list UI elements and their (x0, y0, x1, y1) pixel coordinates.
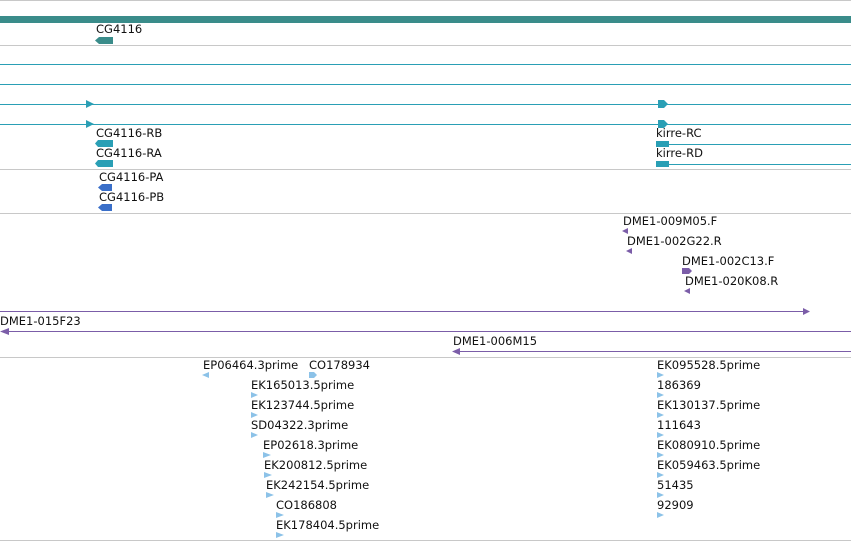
est-label[interactable]: EK200812.5prime (264, 458, 368, 472)
transcript-arrow (86, 120, 94, 128)
est-label[interactable]: EK080910.5prime (657, 438, 761, 452)
est-feature[interactable] (657, 412, 667, 419)
est-feature[interactable] (251, 392, 261, 399)
est-feature[interactable] (251, 412, 261, 419)
est-feature[interactable] (263, 452, 273, 459)
gene-label-cg4116[interactable]: CG4116 (96, 22, 143, 36)
clone-feature[interactable] (682, 268, 694, 275)
est-feature[interactable] (264, 472, 274, 479)
est-label[interactable]: SD04322.3prime (251, 418, 349, 432)
est-feature[interactable] (202, 372, 210, 379)
clone-line[interactable] (0, 311, 806, 312)
transcript-arrow (658, 100, 668, 108)
transcript-line[interactable] (0, 64, 851, 65)
est-feature[interactable] (276, 512, 286, 519)
transcript-feature[interactable] (95, 160, 115, 168)
transcript-line[interactable] (0, 104, 851, 105)
transcript-label-cg4116-rb[interactable]: CG4116-RB (96, 126, 163, 140)
transcript-line[interactable] (0, 84, 851, 85)
clone-feature[interactable] (684, 288, 692, 295)
est-label[interactable]: EP06464.3prime (203, 358, 299, 372)
transcript-line[interactable] (0, 124, 851, 125)
est-feature[interactable] (657, 372, 667, 379)
clone-line[interactable] (9, 331, 851, 332)
clone-label[interactable]: DME1-002C13.F (682, 254, 775, 268)
transcript-line[interactable] (669, 144, 851, 145)
est-feature[interactable] (309, 372, 319, 379)
transcript-feature[interactable] (656, 141, 669, 147)
clone-label[interactable]: DME1-009M05.F (623, 214, 718, 228)
transcript-label-kirre-rd[interactable]: kirre-RD (656, 146, 703, 160)
transcript-arrow (658, 120, 668, 128)
transcript-arrow (86, 100, 94, 108)
est-feature[interactable] (657, 512, 667, 519)
est-label[interactable]: EK095528.5prime (657, 358, 761, 372)
protein-feature[interactable] (98, 184, 114, 192)
est-feature[interactable] (657, 392, 667, 399)
est-label[interactable]: EK165013.5prime (251, 378, 355, 392)
est-label[interactable]: 51435 (657, 478, 694, 492)
track-divider-2 (0, 169, 851, 170)
clone-label[interactable]: DME1-002G22.R (627, 234, 722, 248)
clone-feature[interactable] (622, 228, 630, 235)
gene-feature-cg4116[interactable] (95, 37, 115, 45)
clone-label[interactable]: DME1-006M15 (453, 334, 538, 348)
est-label[interactable]: 186369 (657, 378, 701, 392)
gene-track-bar[interactable] (0, 16, 851, 23)
track-divider-1 (0, 45, 851, 46)
protein-feature[interactable] (98, 204, 114, 212)
est-label[interactable]: EK242154.5prime (266, 478, 370, 492)
top-border (0, 0, 851, 1)
clone-line[interactable] (460, 351, 851, 352)
clone-label[interactable]: DME1-020K08.R (685, 274, 779, 288)
est-label[interactable]: EK123744.5prime (251, 398, 355, 412)
est-label[interactable]: EP02618.3prime (263, 438, 359, 452)
est-feature[interactable] (657, 452, 667, 459)
track-divider-3 (0, 213, 851, 214)
est-label[interactable]: EK130137.5prime (657, 398, 761, 412)
transcript-label-cg4116-ra[interactable]: CG4116-RA (96, 146, 162, 160)
est-label[interactable]: 111643 (657, 418, 701, 432)
transcript-feature[interactable] (656, 161, 669, 167)
clone-feature[interactable] (803, 308, 812, 316)
protein-label-cg4116-pb[interactable]: CG4116-PB (99, 190, 165, 204)
est-feature[interactable] (266, 492, 276, 499)
est-label[interactable]: CO178934 (309, 358, 370, 372)
transcript-feature[interactable] (95, 140, 115, 148)
clone-feature[interactable] (0, 328, 10, 336)
est-feature[interactable] (657, 432, 667, 439)
est-label[interactable]: 92909 (657, 498, 694, 512)
est-feature[interactable] (276, 532, 286, 539)
clone-label[interactable]: DME1-015F23 (0, 314, 81, 328)
clone-feature[interactable] (626, 248, 634, 255)
track-divider-4 (0, 357, 851, 358)
est-feature[interactable] (657, 472, 667, 479)
transcript-line[interactable] (669, 164, 851, 165)
est-label[interactable]: EK178404.5prime (276, 518, 380, 532)
protein-label-cg4116-pa[interactable]: CG4116-PA (99, 170, 164, 184)
est-feature[interactable] (251, 432, 261, 439)
clone-feature[interactable] (452, 348, 462, 356)
est-feature[interactable] (657, 492, 667, 499)
transcript-label-kirre-rc[interactable]: kirre-RC (656, 126, 702, 140)
est-label[interactable]: EK059463.5prime (657, 458, 761, 472)
est-label[interactable]: CO186808 (276, 498, 337, 512)
